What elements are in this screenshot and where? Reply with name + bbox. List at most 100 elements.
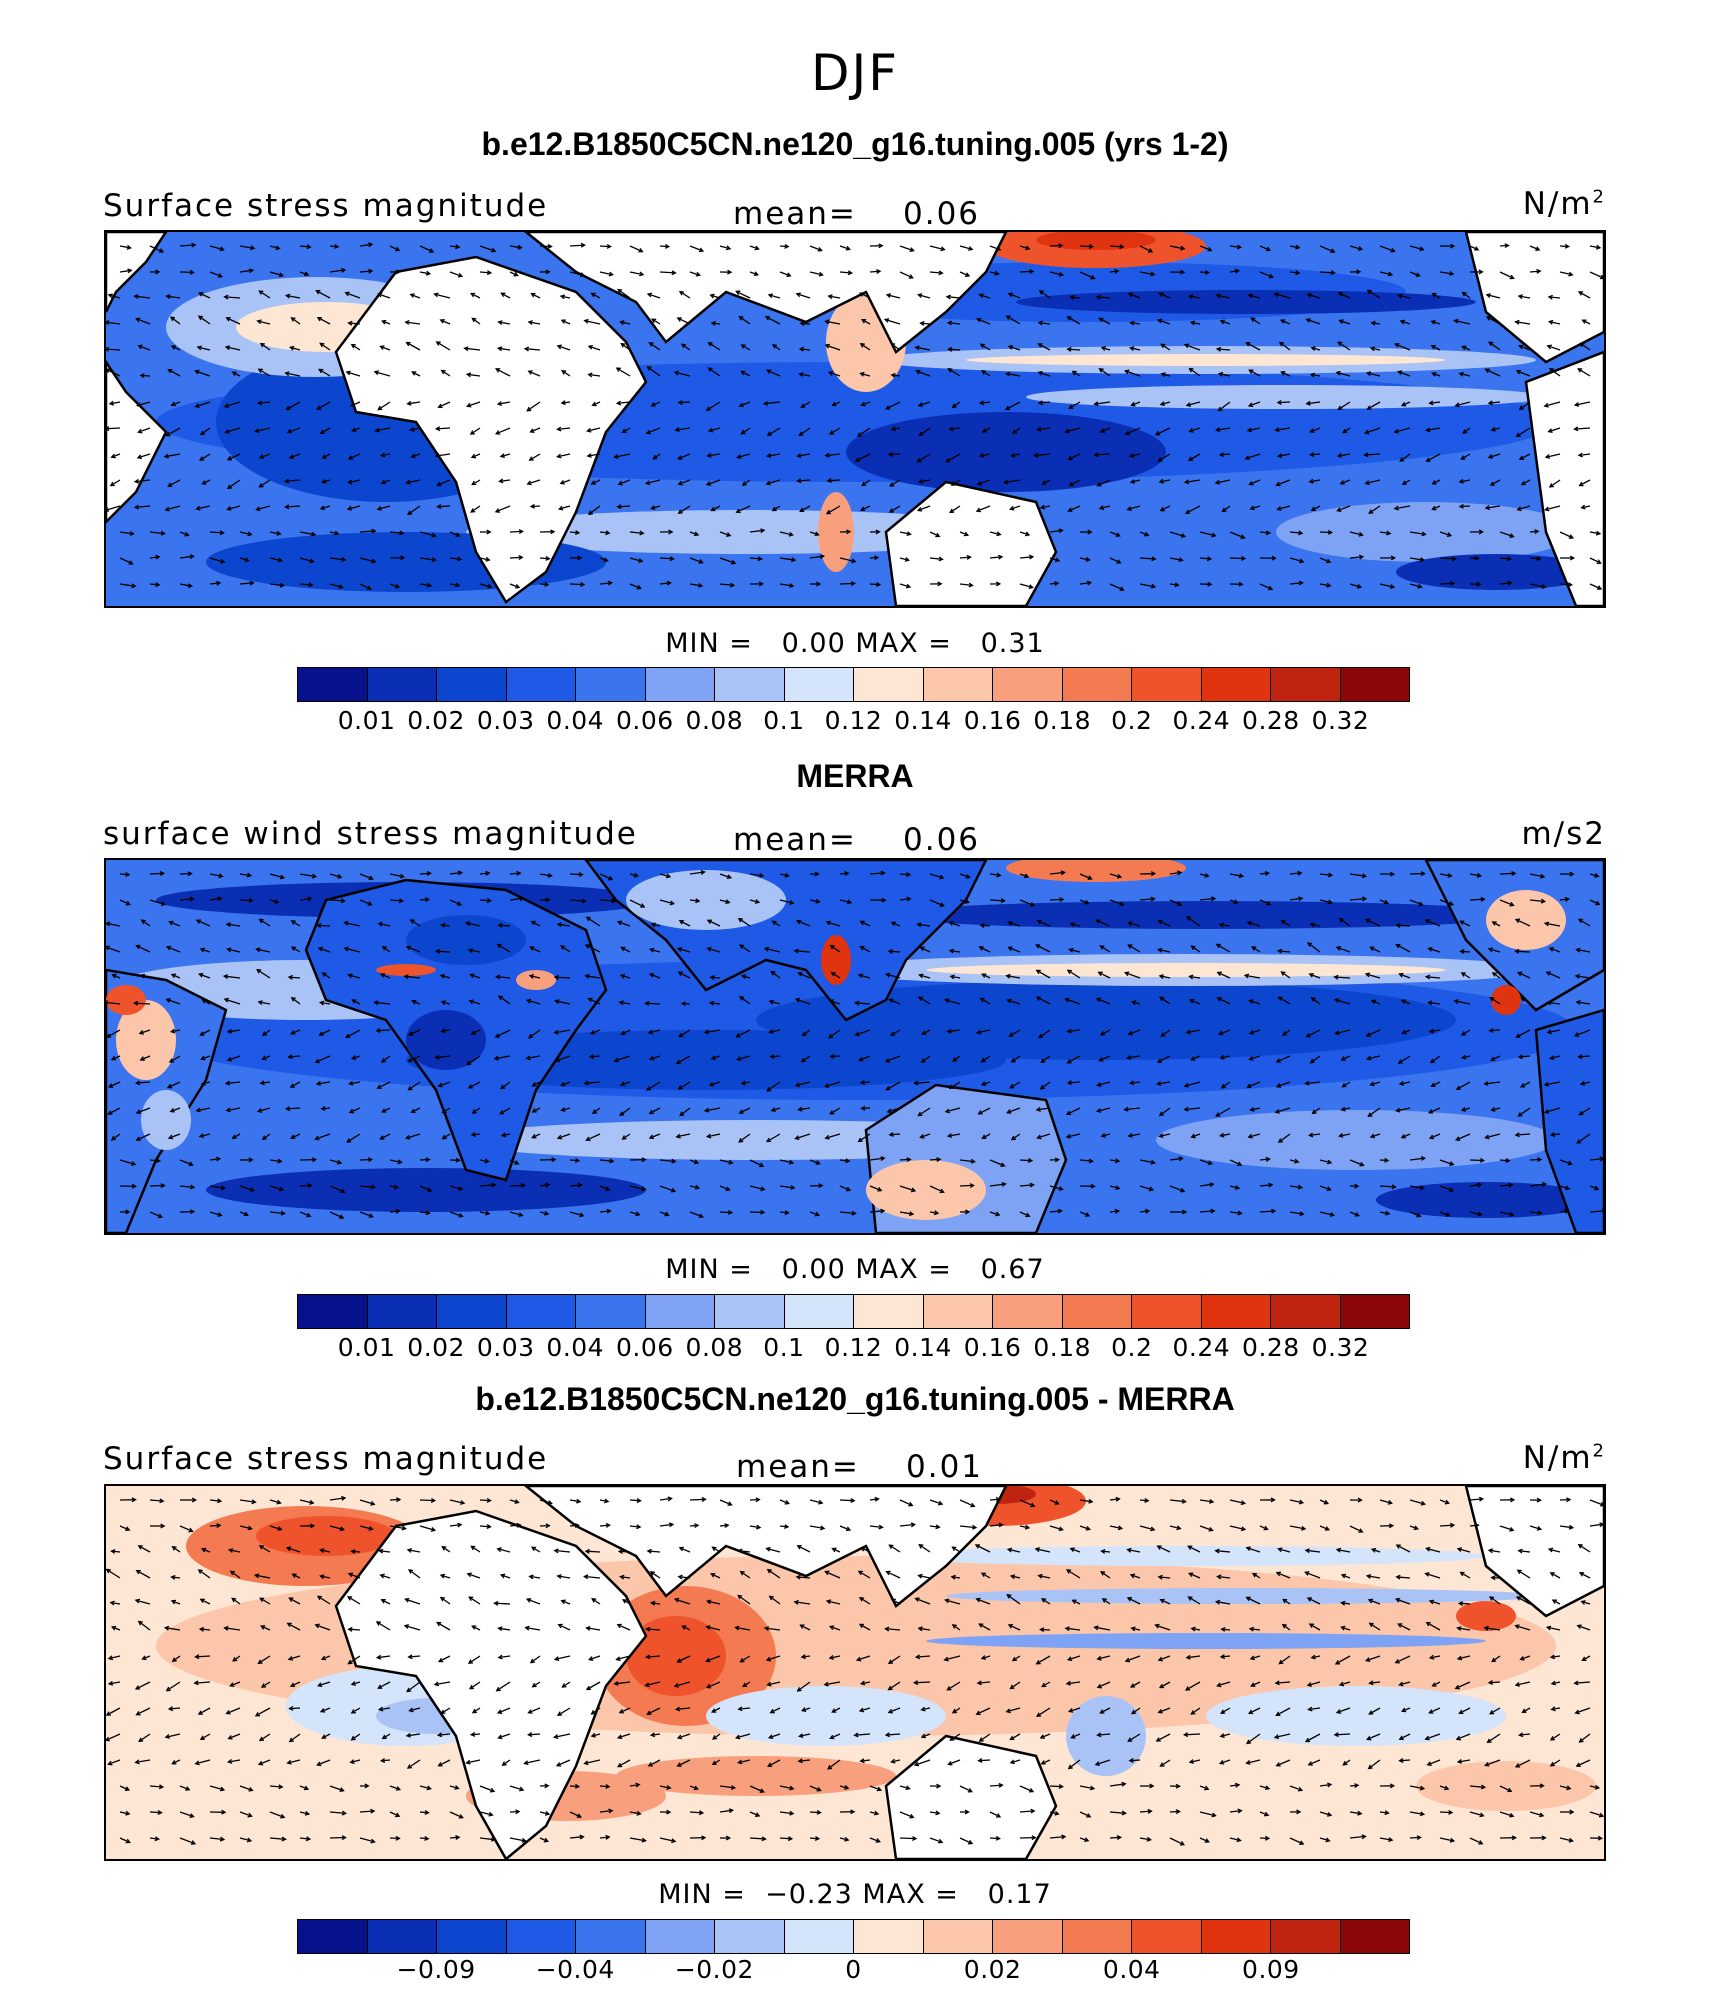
wind-vector [1011, 1055, 1021, 1063]
wind-vector-head [430, 1498, 437, 1503]
wind-vector-head [605, 1186, 611, 1192]
wind-vector [200, 948, 211, 953]
wind-vector [858, 974, 871, 979]
wind-vector-head [859, 1680, 866, 1686]
wind-vector [1010, 1759, 1021, 1764]
wind-vector-head [1455, 1735, 1461, 1741]
wind-vector-head [797, 971, 803, 977]
wind-vector [557, 1133, 571, 1139]
wind-vector-head [671, 270, 677, 276]
wind-vector-head [994, 270, 1000, 276]
wind-vector [1109, 1210, 1119, 1213]
colorbar-swatch [922, 1295, 992, 1328]
wind-vector [589, 1655, 601, 1661]
wind-vector [769, 1029, 781, 1033]
wind-vector-head [1550, 1706, 1556, 1712]
colorbar-tick-label: 0 [845, 1955, 862, 1984]
wind-vector-head [735, 290, 741, 296]
wind-vector [1439, 1785, 1449, 1790]
wind-vector-head [370, 1838, 376, 1844]
wind-vector [1559, 583, 1572, 586]
wind-vector [1550, 1759, 1561, 1767]
wind-vector-head [286, 428, 292, 434]
wind-vector [1309, 973, 1321, 979]
wind-vector-head [1506, 556, 1512, 562]
wind-vector-head [1144, 1208, 1151, 1214]
colorbar-tick-label: 0.28 [1242, 706, 1300, 735]
wind-vector [329, 899, 345, 902]
wind-vector-head [1428, 1709, 1434, 1714]
wind-vector [1499, 1159, 1510, 1162]
wind-vector-head [1187, 456, 1194, 461]
wind-vector [479, 899, 491, 902]
wind-vector [651, 401, 661, 407]
wind-vector-head [1007, 946, 1013, 952]
wind-vector [659, 1785, 671, 1789]
wind-vector-head [393, 1184, 400, 1190]
wind-vector-head [1420, 1500, 1427, 1506]
wind-vector-head [1271, 1208, 1277, 1214]
wind-vector [344, 921, 361, 927]
wind-vector-head [1595, 900, 1601, 906]
wind-vector [1019, 583, 1033, 589]
wind-vector [171, 1600, 181, 1605]
wind-vector [449, 271, 463, 277]
wind-vector-head [1219, 1733, 1225, 1739]
wind-vector [809, 1184, 823, 1187]
wind-vector-head [1033, 452, 1039, 458]
wind-vector [179, 1837, 196, 1845]
colorbar-swatch [575, 668, 645, 701]
wind-vector [980, 997, 991, 1005]
wind-vector-head [1309, 372, 1315, 378]
wind-vector [707, 919, 721, 927]
wind-vector-head [1578, 481, 1584, 487]
wind-vector [557, 923, 571, 927]
wind-vector-head [1057, 1208, 1063, 1214]
wind-vector [286, 1547, 301, 1553]
wind-vector-head [396, 1497, 402, 1503]
wind-vector [766, 479, 781, 485]
wind-vector-head [918, 1544, 924, 1549]
wind-vector-head [887, 451, 893, 457]
wind-vector-head [589, 1029, 595, 1035]
wind-vector [344, 947, 361, 953]
wind-vector-head [1068, 947, 1074, 953]
wind-vector [891, 1598, 901, 1605]
wind-vector [299, 1499, 314, 1504]
wind-vector-head [1157, 919, 1163, 925]
wind-vector [829, 1655, 841, 1659]
wind-vector-head [527, 370, 533, 375]
wind-vector [1379, 1811, 1389, 1814]
wind-vector-head [605, 1522, 611, 1528]
wind-vector-head [1580, 1600, 1586, 1605]
wind-vector [978, 1107, 991, 1115]
wind-vector-head [1357, 1810, 1363, 1816]
wind-vector-head [1275, 1762, 1281, 1767]
colorbar-swatch [298, 1920, 367, 1953]
wind-vector [706, 1681, 721, 1689]
wind-vector [825, 1571, 841, 1579]
wind-vector [1367, 372, 1381, 377]
wind-vector-head [457, 1522, 463, 1528]
wind-vector-head [1338, 1133, 1344, 1138]
wind-vector [1308, 1707, 1321, 1711]
wind-vector [560, 945, 571, 953]
wind-vector [530, 1655, 541, 1664]
wind-vector-head [556, 426, 562, 432]
wind-vector-head [1427, 1109, 1434, 1114]
wind-vector [179, 1185, 195, 1189]
wind-vector-head [368, 268, 374, 274]
wind-vector-head [765, 1137, 772, 1143]
wind-vector [419, 1158, 430, 1161]
wind-vector-head [1264, 870, 1270, 876]
wind-vector [498, 1733, 511, 1739]
wind-vector [1066, 1681, 1081, 1685]
wind-vector [832, 1548, 841, 1553]
wind-vector-head [399, 873, 406, 879]
wind-vector [674, 1598, 691, 1605]
wind-vector [1319, 1525, 1330, 1531]
wind-vector-head [754, 245, 760, 251]
wind-vector [351, 344, 361, 351]
wind-vector [1250, 317, 1261, 325]
wind-vector-head [1066, 1656, 1073, 1662]
